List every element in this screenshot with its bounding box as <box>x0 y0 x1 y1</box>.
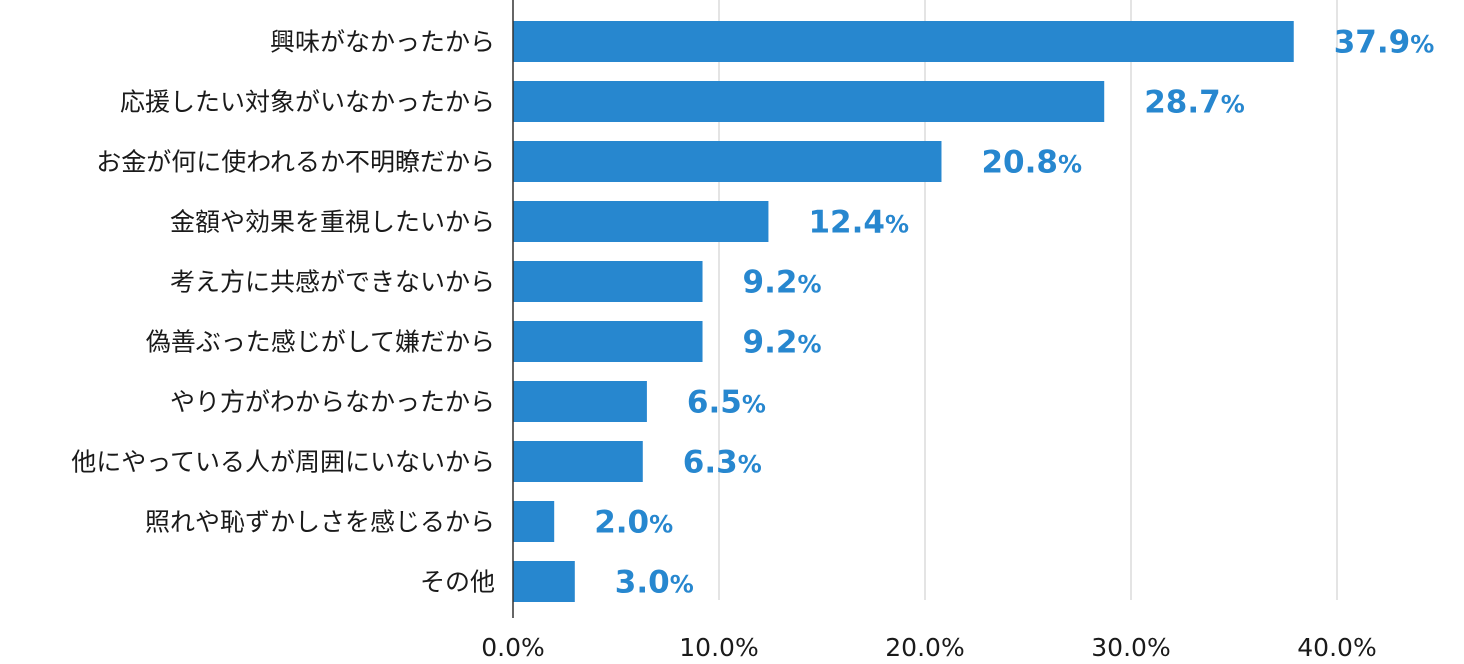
data-label: 9.2% <box>743 325 822 361</box>
bar <box>513 201 769 242</box>
category-label: 考え方に共感ができないから <box>170 268 495 297</box>
x-tick-label: 30.0% <box>1091 633 1170 662</box>
x-tick-label: 0.0% <box>481 633 545 662</box>
data-label: 6.5% <box>687 385 766 421</box>
bar <box>513 81 1105 122</box>
category-label: お金が何に使われるか不明瞭だから <box>96 148 495 177</box>
bars <box>513 21 1294 602</box>
x-tick-label: 10.0% <box>679 633 758 662</box>
data-label: 28.7% <box>1144 85 1245 121</box>
labels: 0.0% 10.0% 20.0% 30.0% 40.0% 興味がなかったから 37.9% 応援… <box>71 25 1434 663</box>
bar <box>513 141 942 182</box>
bar <box>513 501 555 542</box>
category-label: 金額や効果を重視したいから <box>170 208 495 237</box>
bar <box>513 381 647 422</box>
category-label: 他にやっている人が周囲にいないから <box>71 448 495 477</box>
data-label: 9.2% <box>743 265 822 301</box>
category-label: 照れや恥ずかしさを感じるから <box>145 508 495 537</box>
category-label: 興味がなかったから <box>270 28 495 57</box>
bar <box>513 441 643 482</box>
category-label: やり方がわからなかったから <box>170 388 495 417</box>
category-label: 応援したい対象がいなかったから <box>120 88 495 117</box>
category-label: その他 <box>420 568 495 597</box>
bar <box>513 261 703 302</box>
data-label: 3.0% <box>615 565 694 601</box>
data-label: 2.0% <box>594 505 673 541</box>
bar <box>513 21 1294 62</box>
x-tick-label: 40.0% <box>1297 633 1376 662</box>
data-label: 37.9% <box>1334 25 1435 61</box>
data-label: 6.3% <box>683 445 762 481</box>
bar <box>513 561 575 602</box>
category-label: 偽善ぶった感じがして嫌だから <box>146 328 495 357</box>
data-label: 20.8% <box>981 145 1082 181</box>
bar <box>513 321 703 362</box>
data-label: 12.4% <box>808 205 909 241</box>
x-tick-label: 20.0% <box>885 633 964 662</box>
